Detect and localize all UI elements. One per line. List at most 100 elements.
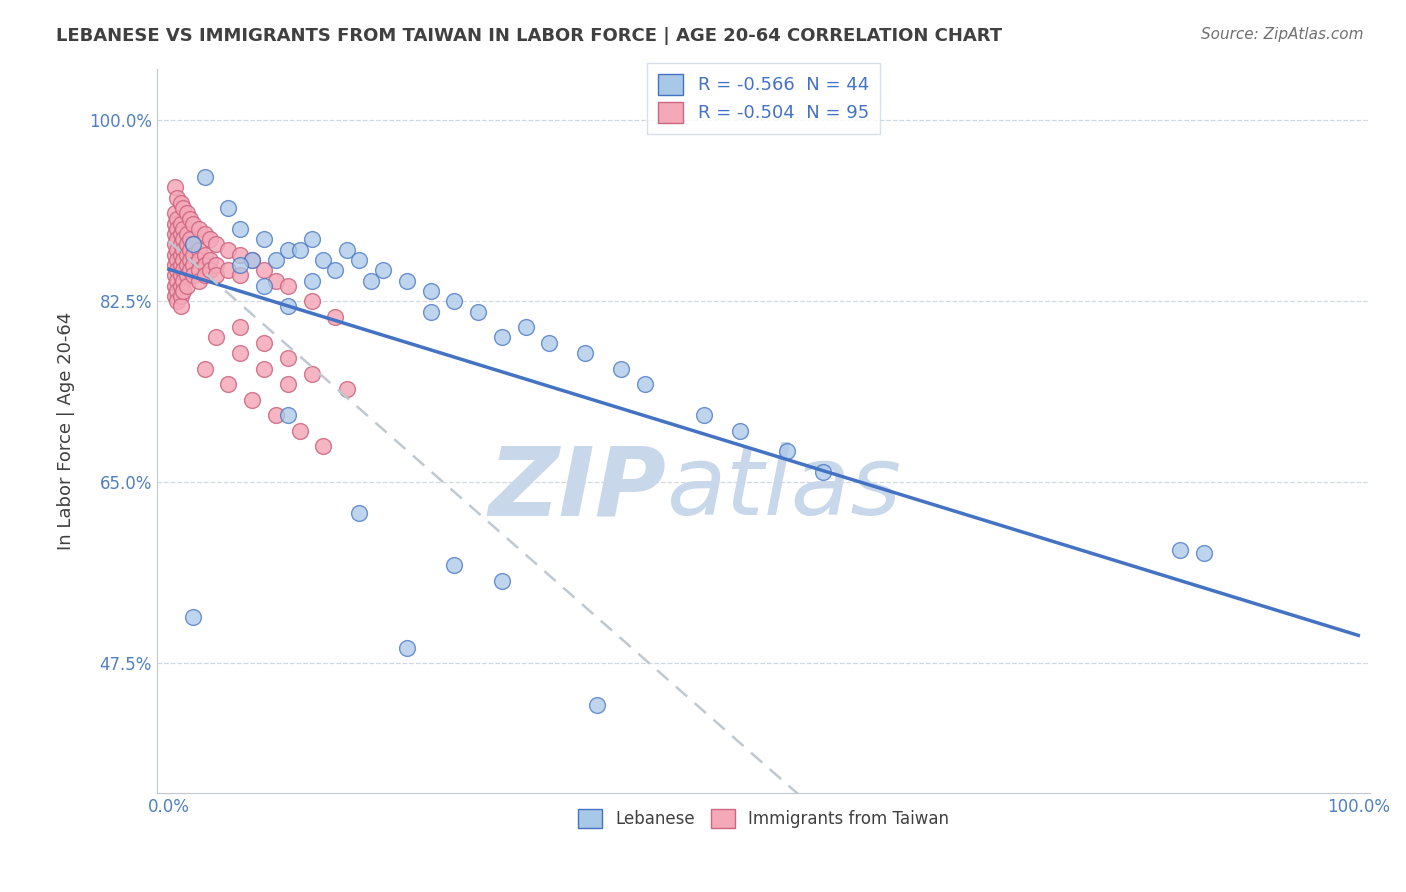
Point [163,278,186,293]
Point [166,211,188,226]
Point [200,263,222,277]
Point [217,243,239,257]
Point [277,351,299,366]
Point [467,304,489,318]
Point [277,377,299,392]
Point [193,248,215,262]
Point [176,227,198,241]
Point [264,252,287,267]
Point [205,237,228,252]
Point [277,300,299,314]
Point [172,201,194,215]
Point [187,243,209,257]
Point [170,196,193,211]
Point [325,263,347,277]
Point [176,237,198,252]
Point [217,201,239,215]
Point [205,268,228,283]
Point [166,284,188,298]
Point [1192,546,1215,560]
Point [170,217,193,231]
Point [811,465,834,479]
Text: LEBANESE VS IMMIGRANTS FROM TAIWAN IN LABOR FORCE | AGE 20-64 CORRELATION CHART: LEBANESE VS IMMIGRANTS FROM TAIWAN IN LA… [56,27,1002,45]
Point [163,206,186,220]
Point [253,361,276,376]
Point [176,268,198,283]
Point [187,274,209,288]
Point [179,243,201,257]
Point [229,248,252,262]
Point [443,558,465,572]
Point [301,232,323,246]
Point [166,222,188,236]
Point [360,274,382,288]
Point [253,335,276,350]
Point [166,191,188,205]
Point [325,310,347,324]
Point [170,258,193,272]
Point [193,258,215,272]
Point [170,300,193,314]
Point [166,232,188,246]
Point [181,258,204,272]
Point [217,377,239,392]
Point [277,278,299,293]
Point [229,268,252,283]
Point [419,304,441,318]
Point [179,252,201,267]
Point [1168,542,1191,557]
Point [193,361,215,376]
Point [347,506,370,520]
Point [586,698,609,712]
Point [170,227,193,241]
Point [288,243,311,257]
Point [166,263,188,277]
Point [419,284,441,298]
Point [179,211,201,226]
Point [217,263,239,277]
Text: Source: ZipAtlas.com: Source: ZipAtlas.com [1201,27,1364,42]
Point [163,227,186,241]
Point [538,335,561,350]
Point [187,222,209,236]
Point [301,294,323,309]
Point [176,206,198,220]
Point [181,237,204,252]
Point [193,227,215,241]
Y-axis label: In Labor Force | Age 20-64: In Labor Force | Age 20-64 [58,311,75,549]
Legend: Lebanese, Immigrants from Taiwan: Lebanese, Immigrants from Taiwan [572,803,956,835]
Point [172,284,194,298]
Point [443,294,465,309]
Point [166,294,188,309]
Point [200,232,222,246]
Point [166,252,188,267]
Point [170,278,193,293]
Point [179,263,201,277]
Point [229,346,252,360]
Point [491,330,513,344]
Point [179,232,201,246]
Point [193,268,215,283]
Point [172,243,194,257]
Point [491,574,513,588]
Point [515,320,537,334]
Point [170,268,193,283]
Point [240,252,263,267]
Point [693,408,716,422]
Point [277,243,299,257]
Point [312,439,335,453]
Point [170,289,193,303]
Point [172,252,194,267]
Point [301,274,323,288]
Point [301,367,323,381]
Point [166,274,188,288]
Point [776,444,799,458]
Point [172,232,194,246]
Point [371,263,394,277]
Point [229,222,252,236]
Point [395,640,418,655]
Point [193,170,215,185]
Point [229,320,252,334]
Point [336,243,359,257]
Point [395,274,418,288]
